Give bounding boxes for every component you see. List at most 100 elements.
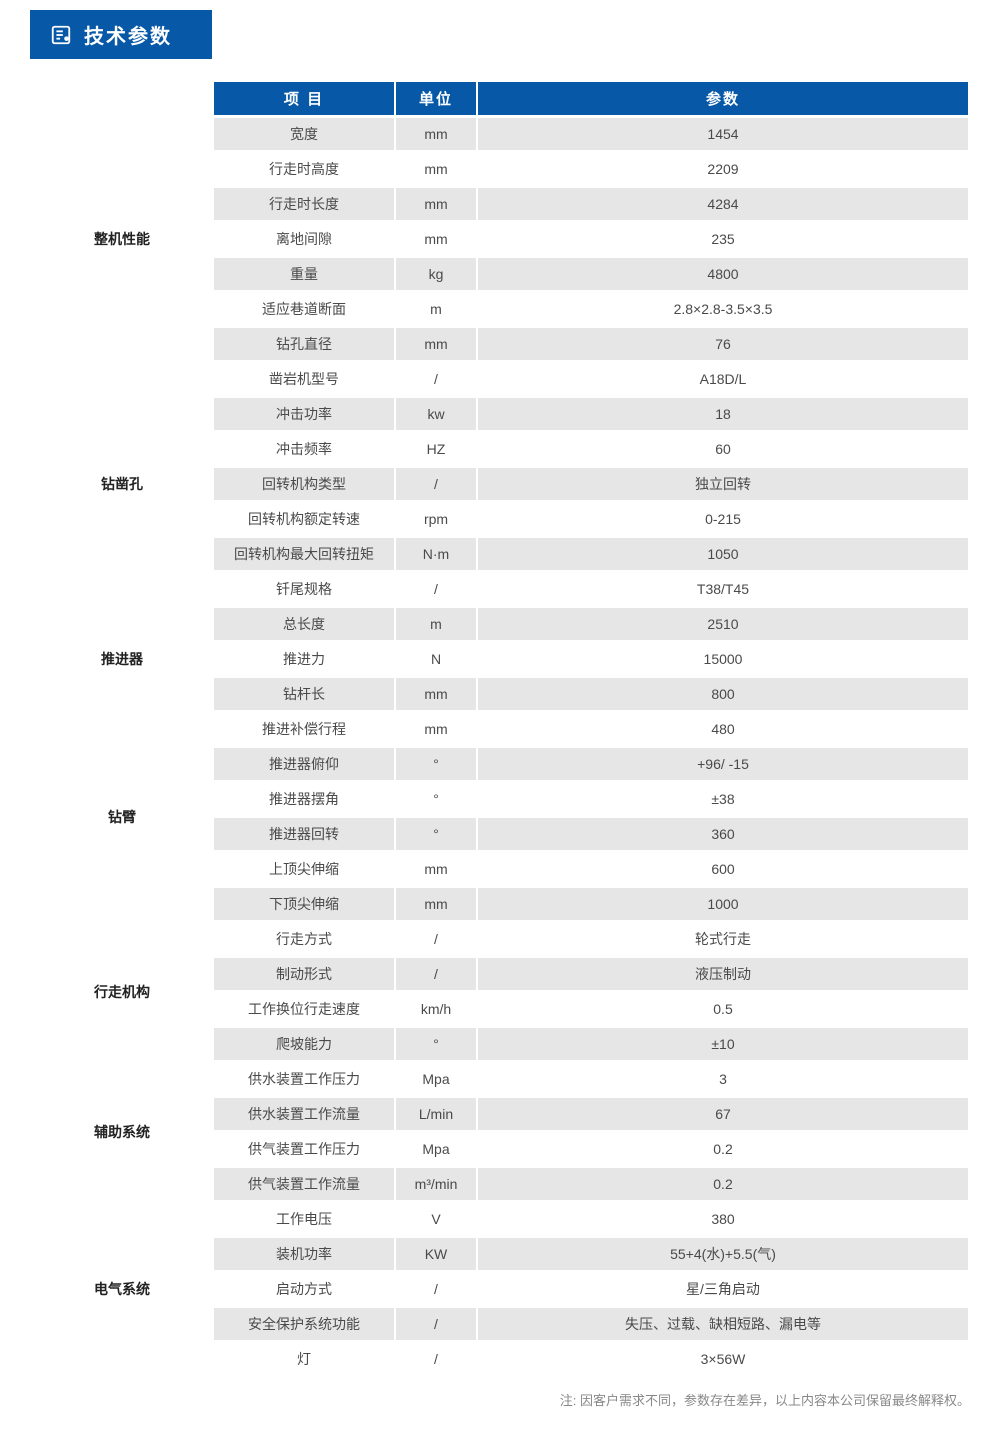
unit-cell: L/min [396, 1098, 476, 1130]
unit-cell: / [396, 923, 476, 955]
footnote: 注: 因客户需求不同，参数存在差异，以上内容本公司保留最终解释权。 [30, 1390, 970, 1409]
unit-cell: mm [396, 713, 476, 745]
item-cell: 推进补偿行程 [214, 713, 394, 745]
item-cell: 供水装置工作压力 [214, 1063, 394, 1095]
unit-cell: mm [396, 223, 476, 255]
unit-cell: mm [396, 188, 476, 220]
item-cell: 上顶尖伸缩 [214, 853, 394, 885]
item-cell: 供水装置工作流量 [214, 1098, 394, 1130]
item-cell: 离地间隙 [214, 223, 394, 255]
item-cell: 宽度 [214, 118, 394, 150]
item-cell: 重量 [214, 258, 394, 290]
item-cell: 回转机构类型 [214, 468, 394, 500]
param-cell: 55+4(水)+5.5(气) [478, 1238, 968, 1270]
item-cell: 推进器回转 [214, 818, 394, 850]
unit-cell: m [396, 293, 476, 325]
item-cell: 钎尾规格 [214, 573, 394, 605]
param-cell: 235 [478, 223, 968, 255]
item-cell: 启动方式 [214, 1273, 394, 1305]
item-cell: 钻孔直径 [214, 328, 394, 360]
item-cell: 灯 [214, 1343, 394, 1375]
table-header-row: 项 目 单位 参数 [32, 82, 968, 115]
unit-cell: / [396, 468, 476, 500]
param-cell: 2510 [478, 608, 968, 640]
unit-cell: / [396, 958, 476, 990]
category-cell: 推进器 [32, 608, 212, 710]
param-cell: 1050 [478, 538, 968, 570]
item-cell: 爬坡能力 [214, 1028, 394, 1060]
item-cell: 装机功率 [214, 1238, 394, 1270]
param-cell: 800 [478, 678, 968, 710]
param-cell: 2.8×2.8-3.5×3.5 [478, 293, 968, 325]
unit-cell: N·m [396, 538, 476, 570]
item-cell: 钻杆长 [214, 678, 394, 710]
table-header-category [32, 82, 212, 115]
category-cell: 辅助系统 [32, 1063, 212, 1200]
item-cell: 安全保护系统功能 [214, 1308, 394, 1340]
item-cell: 推进器俯仰 [214, 748, 394, 780]
param-cell: 失压、过载、缺相短路、漏电等 [478, 1308, 968, 1340]
unit-cell: mm [396, 153, 476, 185]
item-cell: 行走时长度 [214, 188, 394, 220]
section-header: 技术参数 [30, 10, 212, 59]
param-cell: 15000 [478, 643, 968, 675]
item-cell: 工作换位行走速度 [214, 993, 394, 1025]
table-row: 钻凿孔凿岩机型号/A18D/L [32, 363, 968, 395]
param-cell: 0.2 [478, 1168, 968, 1200]
table-row: 电气系统工作电压V380 [32, 1203, 968, 1235]
unit-cell: m³/min [396, 1168, 476, 1200]
param-cell: 480 [478, 713, 968, 745]
param-cell: 2209 [478, 153, 968, 185]
param-cell: T38/T45 [478, 573, 968, 605]
param-cell: 76 [478, 328, 968, 360]
item-cell: 行走方式 [214, 923, 394, 955]
unit-cell: / [396, 573, 476, 605]
param-cell: 600 [478, 853, 968, 885]
item-cell: 凿岩机型号 [214, 363, 394, 395]
unit-cell: mm [396, 853, 476, 885]
param-cell: 4284 [478, 188, 968, 220]
unit-cell: / [396, 1308, 476, 1340]
item-cell: 下顶尖伸缩 [214, 888, 394, 920]
table-header-param: 参数 [478, 82, 968, 115]
unit-cell: mm [396, 678, 476, 710]
param-cell: 3×56W [478, 1343, 968, 1375]
unit-cell: kw [396, 398, 476, 430]
param-cell: 0.2 [478, 1133, 968, 1165]
unit-cell: ° [396, 1028, 476, 1060]
section-title: 技术参数 [84, 20, 172, 49]
param-cell: 60 [478, 433, 968, 465]
item-cell: 供气装置工作压力 [214, 1133, 394, 1165]
spec-icon [50, 24, 72, 46]
category-cell: 整机性能 [32, 118, 212, 360]
category-cell: 钻凿孔 [32, 363, 212, 605]
item-cell: 制动形式 [214, 958, 394, 990]
param-cell: 0-215 [478, 503, 968, 535]
table-header-item: 项 目 [214, 82, 394, 115]
unit-cell: / [396, 1273, 476, 1305]
item-cell: 供气装置工作流量 [214, 1168, 394, 1200]
unit-cell: / [396, 1343, 476, 1375]
unit-cell: Mpa [396, 1063, 476, 1095]
table-row: 辅助系统供水装置工作压力Mpa3 [32, 1063, 968, 1095]
param-cell: ±38 [478, 783, 968, 815]
unit-cell: N [396, 643, 476, 675]
param-cell: 4800 [478, 258, 968, 290]
item-cell: 工作电压 [214, 1203, 394, 1235]
table-row: 推进器总长度m2510 [32, 608, 968, 640]
param-cell: 1454 [478, 118, 968, 150]
unit-cell: ° [396, 748, 476, 780]
table-row: 行走机构行走方式/轮式行走 [32, 923, 968, 955]
param-cell: 1000 [478, 888, 968, 920]
item-cell: 回转机构额定转速 [214, 503, 394, 535]
item-cell: 适应巷道断面 [214, 293, 394, 325]
param-cell: ±10 [478, 1028, 968, 1060]
unit-cell: mm [396, 328, 476, 360]
param-cell: 67 [478, 1098, 968, 1130]
unit-cell: m [396, 608, 476, 640]
unit-cell: km/h [396, 993, 476, 1025]
unit-cell: ° [396, 818, 476, 850]
unit-cell: HZ [396, 433, 476, 465]
item-cell: 行走时高度 [214, 153, 394, 185]
param-cell: 18 [478, 398, 968, 430]
